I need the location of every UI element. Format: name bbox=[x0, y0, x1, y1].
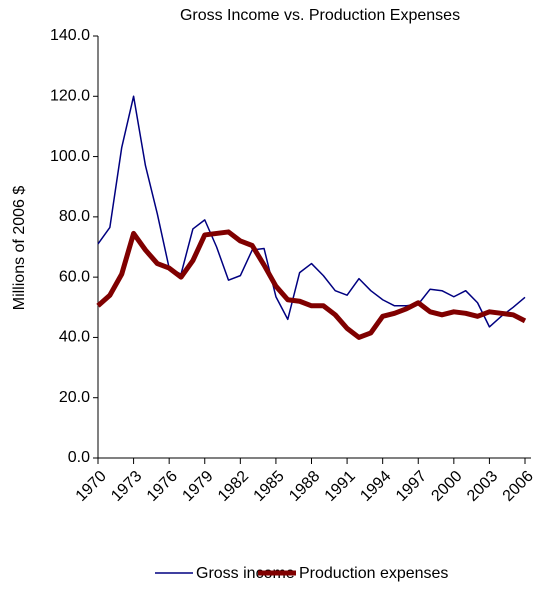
y-tick-label: 60.0 bbox=[59, 268, 90, 285]
y-axis-label: Millions of 2006 $ bbox=[11, 186, 28, 311]
x-tick-label: 1970 bbox=[73, 468, 110, 505]
data-line bbox=[96, 229, 527, 340]
y-tick-label: 0.0 bbox=[68, 449, 90, 466]
y-tick-label: 80.0 bbox=[59, 208, 90, 225]
y-tick-label: 120.0 bbox=[50, 88, 90, 105]
y-tick-label: 140.0 bbox=[50, 27, 90, 44]
x-tick-label: 1991 bbox=[322, 468, 359, 505]
chart-title: Gross Income vs. Production Expenses bbox=[180, 7, 460, 24]
y-tick-label: 40.0 bbox=[59, 329, 90, 346]
x-tick-label: 1979 bbox=[179, 468, 216, 505]
legend-label: Gross income bbox=[196, 565, 295, 582]
x-tick-label: 2006 bbox=[500, 468, 537, 505]
y-tick-label: 100.0 bbox=[50, 148, 90, 165]
data-line bbox=[97, 95, 526, 328]
x-tick-label: 2003 bbox=[464, 468, 501, 505]
x-tick-label: 1988 bbox=[286, 468, 323, 505]
x-tick-label: 2000 bbox=[428, 468, 465, 505]
x-tick-label: 1997 bbox=[393, 468, 430, 505]
x-tick-label: 1985 bbox=[251, 468, 288, 505]
x-tick-label: 1994 bbox=[357, 468, 394, 505]
x-tick-label: 1973 bbox=[108, 468, 145, 505]
x-tick-label: 1982 bbox=[215, 468, 252, 505]
legend-label: Production expenses bbox=[299, 565, 448, 582]
y-tick-label: 20.0 bbox=[59, 389, 90, 406]
x-tick-label: 1976 bbox=[144, 468, 181, 505]
